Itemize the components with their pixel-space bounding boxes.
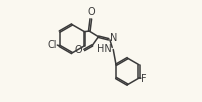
Text: N: N — [110, 33, 117, 43]
Text: Cl: Cl — [47, 40, 57, 50]
Text: O: O — [87, 7, 95, 17]
Text: HN: HN — [97, 44, 112, 54]
Text: F: F — [141, 74, 147, 84]
Text: O: O — [75, 45, 82, 55]
